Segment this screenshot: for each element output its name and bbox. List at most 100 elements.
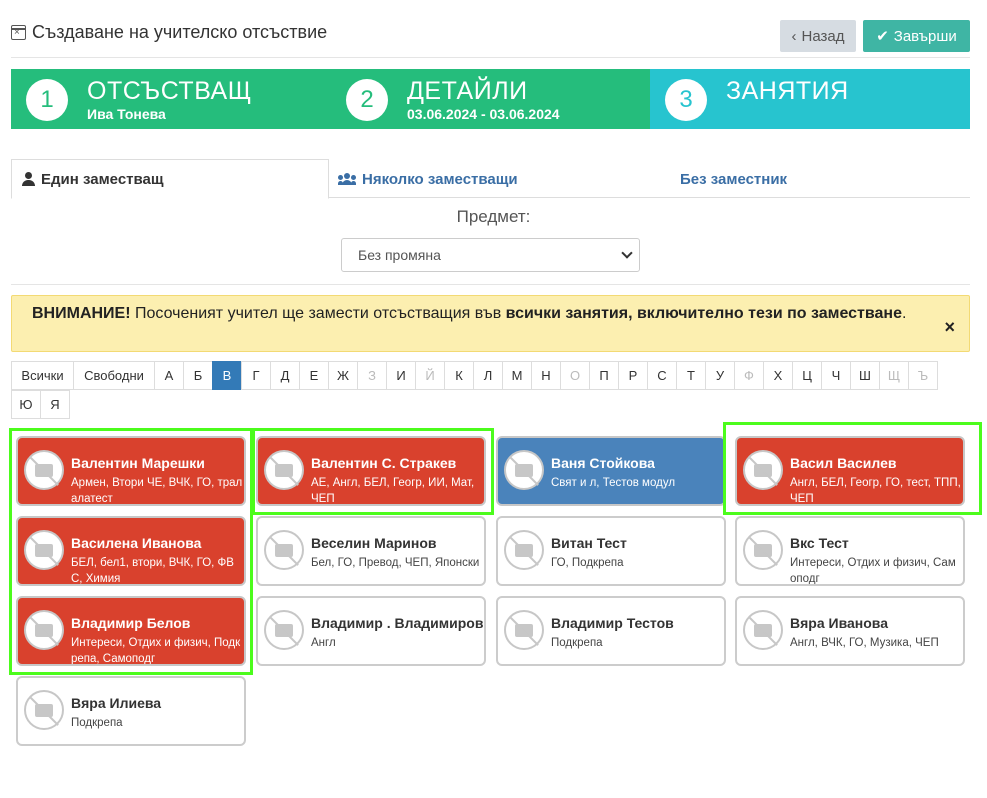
step-classes[interactable]: 3 ЗАНЯТИЯ [650, 69, 970, 129]
teacher-subjects: БЕЛ, бел1, втори, ВЧК, ГО, ФВС, Химия [71, 557, 234, 585]
letter-filter-button[interactable]: К [444, 361, 474, 390]
substitute-tabs: Един заместващ Няколко заместващи Без за… [11, 159, 970, 199]
divider [11, 284, 970, 285]
teacher-name: Валентин Марешки [71, 455, 205, 471]
letter-filter-button[interactable]: П [589, 361, 619, 390]
no-photo-icon [264, 610, 304, 650]
page-header: Създаване на учителско отсъствие ‹ Назад… [11, 20, 970, 58]
no-photo-icon [264, 450, 304, 490]
letter-filter-button[interactable]: Л [473, 361, 503, 390]
teacher-subjects: Интереси, Отдих и физич, Самоподг [790, 557, 956, 585]
step-absent[interactable]: 1 ОТСЪСТВАЩ Ива Тонева [11, 69, 331, 129]
letter-filter-button[interactable]: Й [415, 361, 445, 390]
no-photo-icon [264, 530, 304, 570]
letter-filter-button[interactable]: Ш [850, 361, 880, 390]
chevron-left-icon: ‹ [791, 27, 797, 45]
teacher-card[interactable]: Владимир Белов Интереси, Отдих и физич, П… [16, 596, 246, 666]
teacher-card[interactable]: Веселин Маринов Бел, ГО, Превод, ЧЕП, Япо… [256, 516, 486, 586]
close-icon[interactable]: × [944, 317, 955, 337]
warning-alert: ВНИМАНИЕ! Посоченият учител ще замести о… [11, 295, 970, 352]
teacher-subjects: Интереси, Отдих и физич, Подкрепа, Самоп… [71, 637, 241, 665]
letter-filter-button[interactable]: Б [183, 361, 213, 390]
no-photo-icon [24, 450, 64, 490]
calendar-remove-icon [11, 25, 26, 40]
letter-filter-button[interactable]: Д [270, 361, 300, 390]
teacher-card[interactable]: Владимир Тестов Подкрепа [496, 596, 726, 666]
no-photo-icon [504, 530, 544, 570]
letter-filter-button[interactable]: О [560, 361, 590, 390]
teacher-name: Владимир Белов [71, 615, 191, 631]
letter-filter-button[interactable]: Свободни [73, 361, 155, 390]
letter-filter-button[interactable]: Щ [879, 361, 909, 390]
teacher-name: Веселин Маринов [311, 535, 437, 551]
teacher-card[interactable]: Валентин Марешки Армен, Втори ЧЕ, ВЧК, ГО… [16, 436, 246, 506]
letter-filter-button[interactable]: Н [531, 361, 561, 390]
teacher-card[interactable]: Вкс Тест Интереси, Отдих и физич, Самопод… [735, 516, 965, 586]
letter-filter-button[interactable]: Ю [11, 390, 41, 419]
wizard-steps: 1 ОТСЪСТВАЩ Ива Тонева 2 ДЕТАЙЛИ 03.06.2… [11, 69, 970, 129]
letter-filter-button[interactable]: Ж [328, 361, 358, 390]
finish-button[interactable]: ✔ Завърши [863, 20, 970, 52]
letter-filter-button[interactable]: Ф [734, 361, 764, 390]
teacher-card[interactable]: Витан Тест ГО, Подкрепа [496, 516, 726, 586]
teacher-name: Витан Тест [551, 535, 627, 551]
subject-label: Предмет: [456, 207, 531, 226]
back-button[interactable]: ‹ Назад [780, 20, 856, 52]
subject-select[interactable]: Без промяна [341, 238, 640, 272]
no-photo-icon [743, 530, 783, 570]
letter-filter-button[interactable]: Я [40, 390, 70, 419]
teacher-card[interactable]: Владимир . Владимиров Англ [256, 596, 486, 666]
teacher-card[interactable]: Валентин С. Стракев АЕ, Англ, БЕЛ, Геогр,… [256, 436, 486, 506]
tab-multiple-substitutes[interactable]: Няколко заместващи [338, 159, 518, 199]
letter-filter-button[interactable]: Ч [821, 361, 851, 390]
no-photo-icon [504, 610, 544, 650]
teacher-subjects: Бел, ГО, Превод, ЧЕП, Японски [311, 557, 480, 569]
teacher-card[interactable]: Васил Василев Англ, БЕЛ, Геогр, ГО, тест,… [735, 436, 965, 506]
letter-filter-button[interactable]: У [705, 361, 735, 390]
letter-filter-button[interactable]: Г [241, 361, 271, 390]
check-icon: ✔ [876, 28, 889, 45]
teacher-card[interactable]: Вяра Илиева Подкрепа [16, 676, 246, 746]
teacher-card[interactable]: Ваня Стойкова Свят и л, Тестов модул [496, 436, 726, 506]
letter-filter-button[interactable]: В [212, 361, 242, 390]
tab-no-substitute[interactable]: Без заместник [680, 170, 788, 188]
teacher-subjects: Подкрепа [71, 717, 123, 729]
letter-filter: Всички Свободни А Б В Г Д Е Ж З И Й К Л М Н О П Р С Т У Ф Х Ц Ч Ш Щ… [11, 361, 951, 420]
teacher-name: Василена Иванова [71, 535, 202, 551]
teacher-subjects: ГО, Подкрепа [551, 557, 624, 569]
teacher-subjects: Подкрепа [551, 637, 603, 649]
letter-filter-button[interactable]: Всички [11, 361, 74, 390]
teacher-card[interactable]: Василена Иванова БЕЛ, бел1, втори, ВЧК, Г… [16, 516, 246, 586]
tab-single-substitute[interactable]: Един заместващ [11, 159, 329, 199]
teacher-name: Вкс Тест [790, 535, 849, 551]
letter-filter-button[interactable]: Е [299, 361, 329, 390]
step-details[interactable]: 2 ДЕТАЙЛИ 03.06.2024 - 03.06.2024 [331, 69, 650, 129]
letter-filter-button[interactable]: Ъ [908, 361, 938, 390]
teacher-subjects: Англ [311, 637, 336, 649]
letter-filter-button[interactable]: Ц [792, 361, 822, 390]
letter-filter-button[interactable]: А [154, 361, 184, 390]
teacher-name: Вяра Иванова [790, 615, 888, 631]
no-photo-icon [743, 450, 783, 490]
no-photo-icon [24, 690, 64, 730]
teacher-name: Вяра Илиева [71, 695, 162, 711]
letter-filter-button[interactable]: Т [676, 361, 706, 390]
teacher-card[interactable]: Вяра Иванова Англ, ВЧК, ГО, Музика, ЧЕП [735, 596, 965, 666]
letter-filter-button[interactable]: З [357, 361, 387, 390]
teacher-subjects: Англ, ВЧК, ГО, Музика, ЧЕП [790, 637, 939, 649]
teacher-name: Владимир Тестов [551, 615, 674, 631]
teacher-name: Владимир . Владимиров [311, 615, 484, 631]
letter-filter-button[interactable]: Х [763, 361, 793, 390]
letter-filter-button[interactable]: М [502, 361, 532, 390]
teacher-subjects: АЕ, Англ, БЕЛ, Геогр, ИИ, Мат, ЧЕП [311, 477, 475, 505]
no-photo-icon [743, 610, 783, 650]
teacher-subjects: Армен, Втори ЧЕ, ВЧК, ГО, тралалатест [71, 477, 243, 505]
teacher-subjects: Англ, БЕЛ, Геогр, ГО, тест, ТПП, ЧЕП [790, 477, 961, 505]
teacher-name: Васил Василев [790, 455, 897, 471]
letter-filter-button[interactable]: С [647, 361, 677, 390]
letter-filter-button[interactable]: И [386, 361, 416, 390]
letter-filter-button[interactable]: Р [618, 361, 648, 390]
no-photo-icon [24, 610, 64, 650]
no-photo-icon [24, 530, 64, 570]
teacher-subjects: Свят и л, Тестов модул [551, 477, 676, 489]
